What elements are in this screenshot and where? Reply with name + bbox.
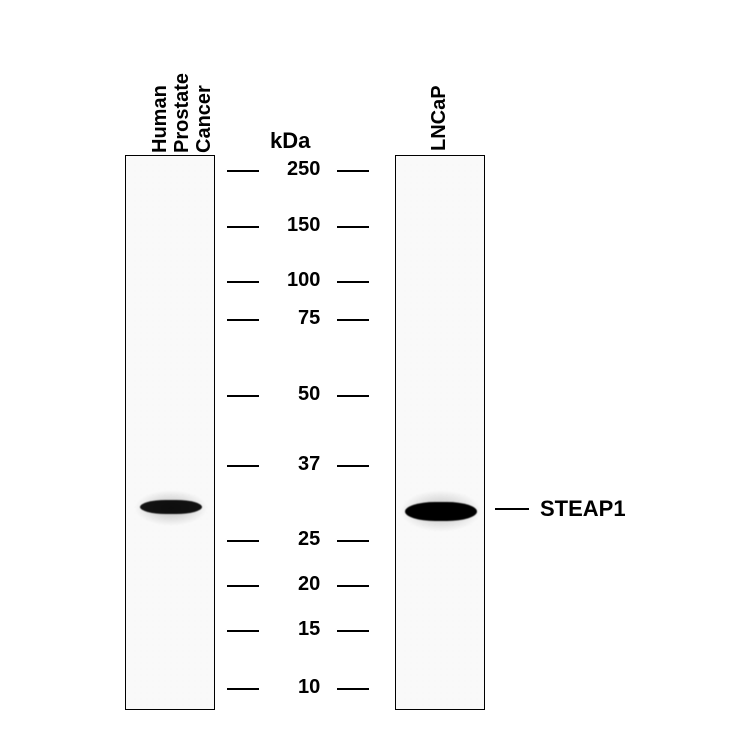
ladder-tick-left	[227, 226, 259, 228]
ladder-label: 37	[298, 453, 320, 476]
ladder-tick-right	[337, 170, 369, 172]
protein-marker-label: STEAP1	[540, 496, 626, 522]
ladder-tick-right	[337, 465, 369, 467]
ladder-tick-right	[337, 319, 369, 321]
ladder-tick-right	[337, 540, 369, 542]
ladder-label: 150	[287, 214, 320, 237]
lane2-strip	[395, 155, 485, 710]
ladder-label: 20	[298, 573, 320, 596]
ladder-label: 75	[298, 307, 320, 330]
ladder-tick-right	[337, 281, 369, 283]
lane1-label: Human Prostate Cancer	[149, 3, 215, 153]
ladder-tick-left	[227, 688, 259, 690]
lane2-label: LNCaP	[428, 75, 450, 151]
kda-unit-label: kDa	[270, 128, 310, 154]
lane1-label-line2: Cancer	[193, 85, 215, 153]
ladder-label: 15	[298, 618, 320, 641]
western-blot-figure: kDa Human Prostate Cancer LNCaP 250 150 10…	[0, 0, 750, 750]
ladder-tick-right	[337, 688, 369, 690]
ladder-tick-left	[227, 170, 259, 172]
protein-marker-tick	[495, 508, 529, 510]
ladder-tick-left	[227, 319, 259, 321]
ladder-tick-left	[227, 395, 259, 397]
lane1-strip	[125, 155, 215, 710]
lane2-band	[405, 502, 477, 521]
ladder-tick-left	[227, 540, 259, 542]
ladder-label: 25	[298, 528, 320, 551]
ladder-tick-right	[337, 226, 369, 228]
ladder-label: 100	[287, 269, 320, 292]
ladder-label: 50	[298, 383, 320, 406]
ladder-tick-right	[337, 630, 369, 632]
ladder-tick-right	[337, 585, 369, 587]
ladder-label: 250	[287, 158, 320, 181]
ladder-tick-left	[227, 585, 259, 587]
lane1-band	[140, 500, 202, 514]
ladder-tick-left	[227, 281, 259, 283]
ladder-tick-left	[227, 465, 259, 467]
ladder-tick-left	[227, 630, 259, 632]
ladder-tick-right	[337, 395, 369, 397]
lane1-label-line1: Human Prostate	[149, 73, 193, 153]
ladder-label: 10	[298, 676, 320, 699]
